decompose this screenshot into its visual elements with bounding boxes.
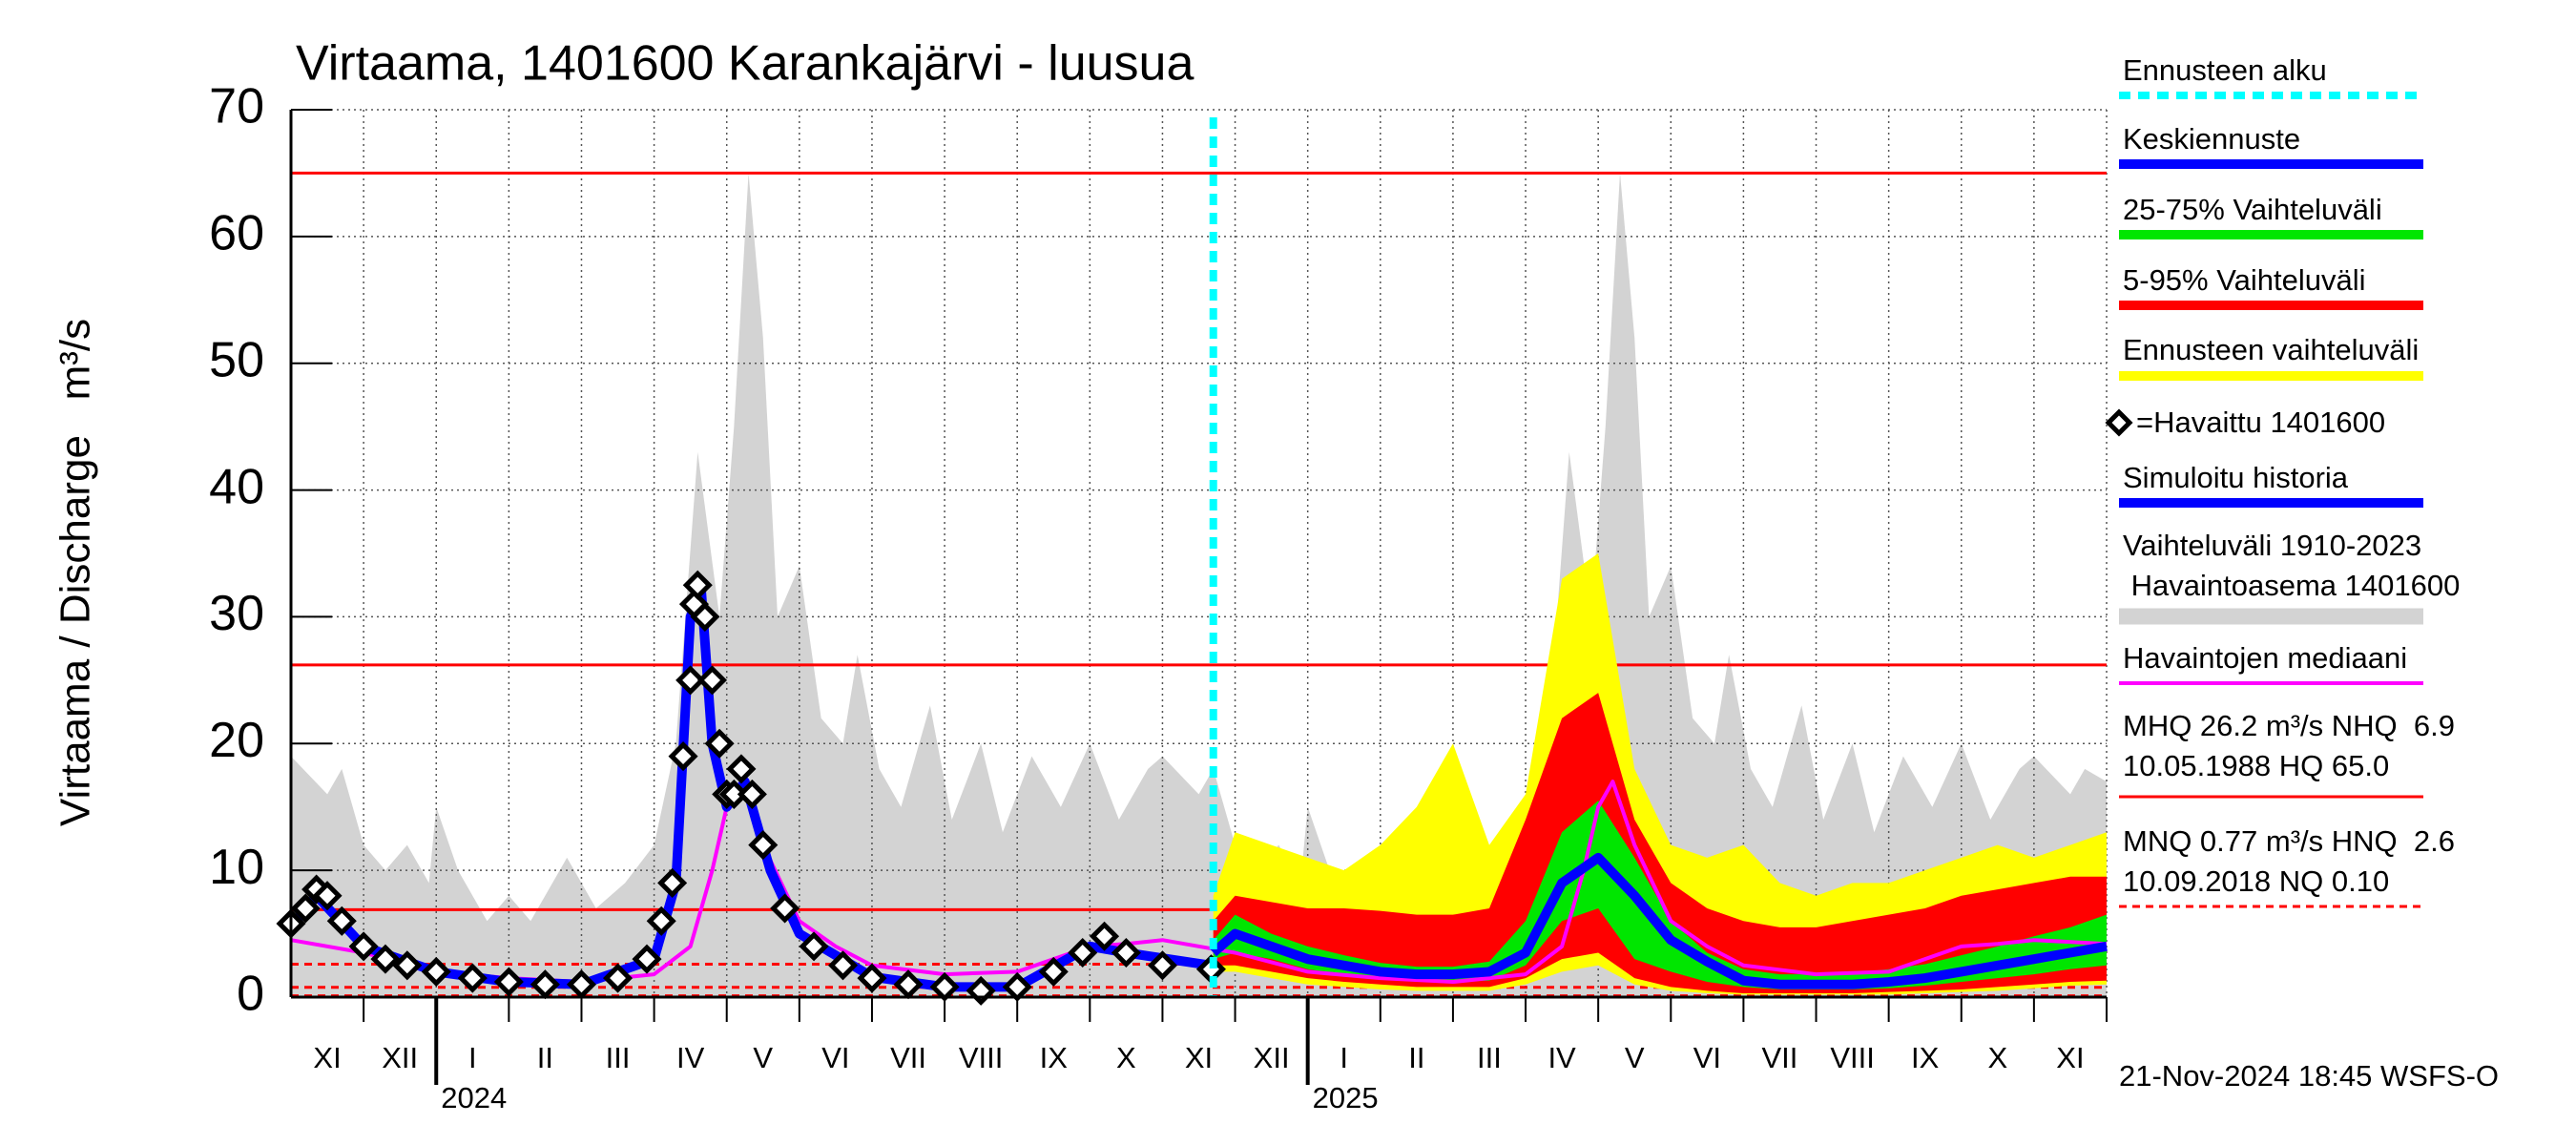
observed-point (1038, 956, 1069, 987)
observed-point (312, 881, 343, 911)
observed-point (603, 963, 634, 993)
x-tick-label: XI (1185, 1041, 1213, 1074)
x-tick-label: III (1477, 1041, 1502, 1074)
x-tick-label: II (1408, 1041, 1424, 1074)
x-tick-label: XI (313, 1041, 341, 1074)
y-tick-label: 0 (237, 967, 264, 1022)
x-tick-label: XI (2056, 1041, 2084, 1074)
x-tick-label: V (1625, 1041, 1645, 1074)
observed-point (770, 893, 800, 924)
observed-point (370, 944, 401, 974)
timestamp: 21-Nov-2024 18:45 WSFS-O (2119, 1059, 2500, 1093)
observed-point (421, 956, 451, 987)
observed-point (675, 665, 706, 696)
y-tick-label: 70 (209, 79, 264, 135)
observed-point (457, 963, 488, 993)
x-tick-label: VI (821, 1041, 849, 1074)
y-tick-label: 20 (209, 713, 264, 768)
x-tick-label: VIII (1830, 1041, 1875, 1074)
legend-swatch (2105, 408, 2133, 437)
legend-label: Havaintojen mediaani (2123, 641, 2408, 675)
legend-label: Simuloitu historia (2123, 461, 2349, 494)
observed-point (348, 931, 379, 962)
series-line (290, 780, 2108, 985)
observed-point (696, 665, 728, 696)
legend-label: Vaihteluväli 1910-2023 Havaintoasema 140… (2123, 529, 2461, 602)
observed-point (657, 867, 688, 898)
x-tick-label: VIII (959, 1041, 1004, 1074)
x-tick-label: I (468, 1041, 477, 1074)
observed-point (1068, 937, 1098, 968)
observed-point (748, 830, 779, 861)
x-tick-label: IV (1548, 1041, 1576, 1074)
year-label: 2024 (441, 1081, 507, 1114)
y-tick-label: 10 (209, 840, 264, 895)
observed-point (799, 931, 829, 962)
x-tick-label: IX (1911, 1041, 1940, 1074)
observed-point (690, 601, 720, 632)
range-area (291, 173, 2107, 997)
y-tick-label: 50 (209, 332, 264, 387)
x-tick-label: I (1340, 1041, 1348, 1074)
observed-point (704, 728, 735, 759)
y-tick-label: 40 (209, 459, 264, 514)
observed-point (682, 570, 713, 600)
x-tick-label: X (1987, 1041, 2007, 1074)
observed-point (392, 950, 423, 981)
x-tick-label: XII (1254, 1041, 1290, 1074)
x-tick-label: IX (1040, 1041, 1069, 1074)
observed-point (726, 754, 757, 784)
y-axis-title: Virtaama / Discharge m³/s (52, 319, 99, 826)
legend-label: 5-95% Vaihteluväli (2123, 263, 2366, 297)
x-tick-label: V (753, 1041, 773, 1074)
observed-point (1147, 950, 1177, 981)
observed-point (1111, 937, 1141, 968)
chart-title: Virtaama, 1401600 Karankajärvi - luusua (296, 36, 1194, 92)
observed-point (857, 963, 887, 993)
legend-label: =Havaittu 1401600 (2136, 406, 2386, 439)
x-tick-label: VII (890, 1041, 926, 1074)
observed-point (737, 779, 767, 809)
observed-point (326, 906, 357, 936)
x-tick-label: VI (1693, 1041, 1721, 1074)
observed-point (290, 893, 321, 924)
observed-point (668, 741, 698, 772)
legend-label: Keskiennuste (2123, 122, 2301, 156)
forecast-band (1213, 693, 2107, 994)
forecast-band (1213, 553, 2107, 995)
observed-point (827, 950, 859, 981)
legend-stats: MNQ 0.77 m³/s HNQ 2.6 10.09.2018 NQ 0.10 (2123, 824, 2455, 898)
legend-label: Ennusteen vaihteluväli (2123, 333, 2420, 366)
y-tick-label: 30 (209, 586, 264, 641)
observed-point (493, 967, 524, 997)
legend-label: 25-75% Vaihteluväli (2123, 193, 2382, 226)
x-tick-label: IV (676, 1041, 705, 1074)
observed-point (1090, 921, 1120, 951)
forecast-band (1213, 801, 2107, 990)
observed-point (646, 906, 676, 936)
x-tick-label: X (1116, 1041, 1136, 1074)
x-tick-label: XII (382, 1041, 418, 1074)
x-tick-label: II (537, 1041, 553, 1074)
x-tick-label: III (606, 1041, 631, 1074)
observed-point (632, 944, 662, 974)
series-line (1210, 852, 2108, 989)
y-tick-label: 60 (209, 206, 264, 261)
x-tick-label: VII (1762, 1041, 1798, 1074)
year-label: 2025 (1313, 1081, 1379, 1114)
legend-label: Ennusteen alku (2123, 53, 2327, 87)
legend-stats: MHQ 26.2 m³/s NHQ 6.9 10.05.1988 HQ 65.0 (2123, 709, 2455, 782)
